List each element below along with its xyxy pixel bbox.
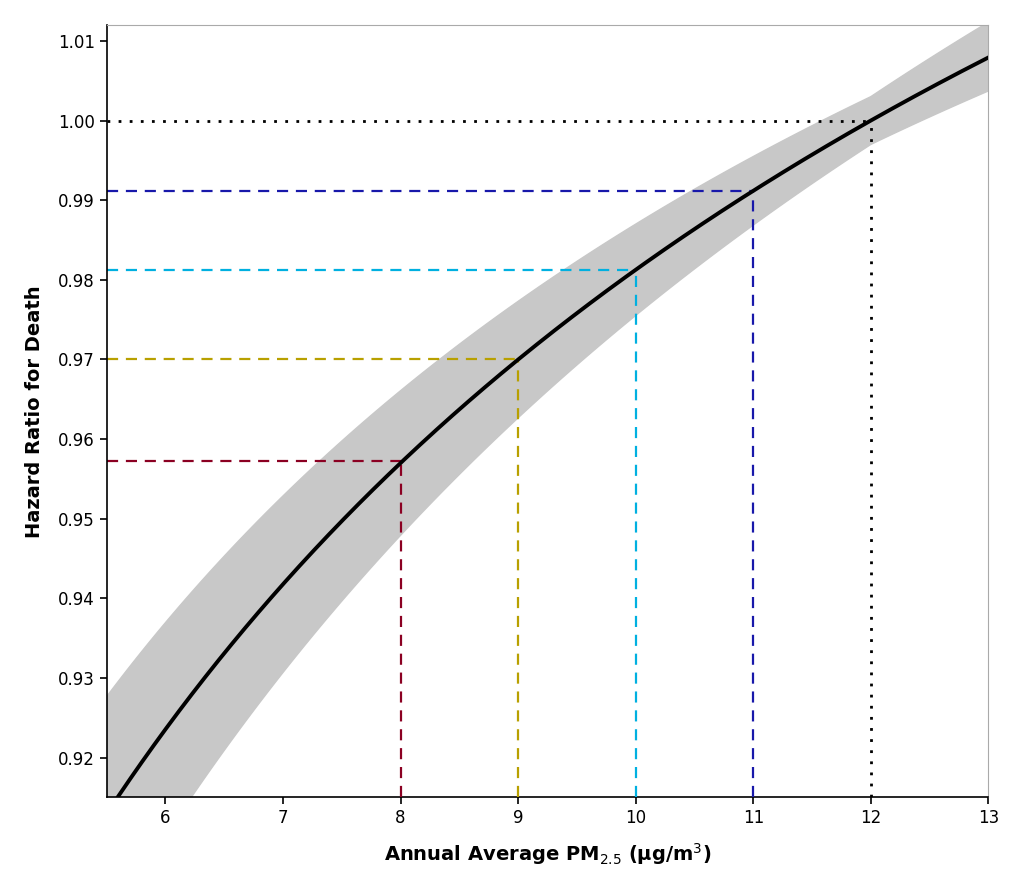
Y-axis label: Hazard Ratio for Death: Hazard Ratio for Death (25, 285, 44, 538)
X-axis label: Annual Average PM$_{2.5}$ (μg/m$^3$): Annual Average PM$_{2.5}$ (μg/m$^3$) (384, 841, 712, 867)
